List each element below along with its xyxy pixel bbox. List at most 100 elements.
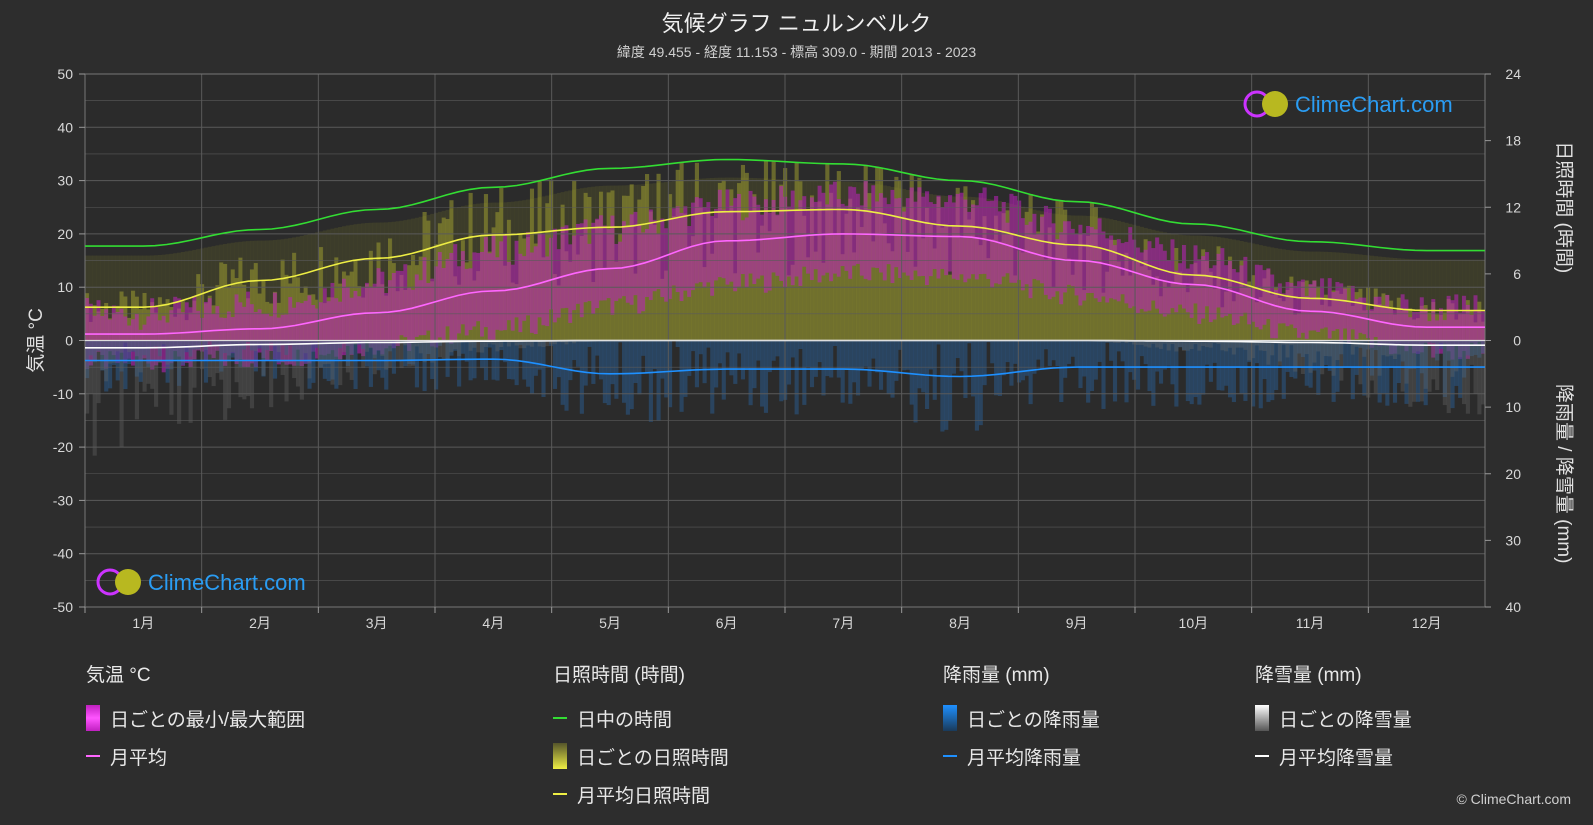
rain-bar xyxy=(1247,340,1252,363)
temp-range-bar xyxy=(944,202,949,276)
snow-bar xyxy=(1477,340,1482,415)
temp-range-bar xyxy=(226,311,232,356)
temp-range-bar xyxy=(848,186,853,279)
rain-bar xyxy=(994,340,999,396)
rain-bar xyxy=(108,340,113,389)
snow-bar xyxy=(1369,340,1375,381)
daylight-swatch xyxy=(553,717,567,719)
rain-bar xyxy=(368,340,373,387)
left-tick-label: 50 xyxy=(57,66,73,82)
rain-bar xyxy=(629,340,634,410)
snow-bar xyxy=(1458,340,1463,358)
rain-bar xyxy=(1404,340,1409,404)
temp-range-bar xyxy=(560,226,565,309)
rain-bar xyxy=(1450,340,1455,409)
snow-bar xyxy=(326,340,331,364)
snow-bar xyxy=(1362,340,1367,357)
snow-bar xyxy=(238,340,243,398)
rain-bar xyxy=(575,340,581,367)
sunshine-bar xyxy=(951,226,956,341)
temp-range-bar xyxy=(1212,265,1217,320)
sunshine-bar xyxy=(840,254,845,341)
sunshine-bar xyxy=(1243,286,1248,341)
temp-range-bar xyxy=(1089,227,1095,293)
daylight-bar xyxy=(357,223,362,341)
temp-range-bar xyxy=(1082,233,1087,301)
rain-bar xyxy=(1458,340,1463,398)
rain-bar xyxy=(913,340,918,423)
snow-bar xyxy=(284,340,289,402)
snow-bar xyxy=(1193,340,1198,345)
rain-bar xyxy=(288,340,293,346)
sunshine-bar xyxy=(790,264,795,341)
temp-range-bar xyxy=(483,237,489,328)
snow-bar xyxy=(334,340,339,360)
snow-bar xyxy=(418,340,423,354)
rain-bar xyxy=(1101,340,1106,409)
temp-range-bar xyxy=(1458,312,1463,360)
snow-bar xyxy=(146,340,151,384)
temp-range-bar xyxy=(1331,292,1336,331)
rain-bar xyxy=(859,340,864,371)
temp-range-bar xyxy=(1074,233,1079,296)
sunshine-bar xyxy=(157,297,163,341)
daylight-bar xyxy=(150,255,155,341)
sunshine-bar xyxy=(886,243,891,341)
temp-range-bar xyxy=(1293,285,1298,329)
snow-bar xyxy=(272,340,278,347)
temp-range-bar xyxy=(169,310,174,364)
temp-range-bar xyxy=(253,312,258,368)
rain-bar xyxy=(299,340,304,360)
rain-bar xyxy=(468,340,473,381)
temp-range-bar xyxy=(767,212,772,291)
sunshine-bar xyxy=(602,267,607,341)
rain-bar xyxy=(537,340,542,370)
rain-bar xyxy=(280,340,285,346)
temp-range-bar xyxy=(1412,311,1417,354)
rain-bar xyxy=(664,340,669,398)
snow-bar xyxy=(169,340,174,415)
snow-bar xyxy=(1339,340,1344,381)
temp-range-bar xyxy=(441,268,446,342)
rain-bar xyxy=(1120,340,1125,362)
daylight-bar xyxy=(1369,255,1375,341)
temp-range-bar xyxy=(905,198,910,276)
rain-bar xyxy=(1135,340,1141,390)
temp-range-bar xyxy=(376,268,381,351)
sunshine-bar xyxy=(1224,291,1229,341)
temp-range-bar xyxy=(430,278,435,347)
legend-sunshine-avg: 月平均日照時間 xyxy=(553,775,729,813)
rain-bar xyxy=(572,340,577,361)
temp-range-bar xyxy=(1308,284,1313,331)
temp-range-bar xyxy=(951,202,956,279)
temp-range-bar xyxy=(1369,309,1375,348)
rain-bar xyxy=(591,340,596,384)
rain-bar xyxy=(1047,340,1052,366)
rain-bar xyxy=(1377,340,1382,403)
rain-bar xyxy=(1093,340,1098,380)
temp-range-bar xyxy=(621,221,627,297)
temp-range-bar xyxy=(1116,239,1121,302)
rain-bar xyxy=(1158,340,1164,384)
snow-bar xyxy=(376,340,381,351)
snow-bar xyxy=(411,340,416,367)
rain-bar xyxy=(1258,340,1263,409)
rain-bar xyxy=(737,340,742,354)
rain-bar xyxy=(246,340,251,343)
sunshine-bar xyxy=(1170,281,1175,341)
legend-temp: 気温 °C 日ごとの最小/最大範囲 月平均 xyxy=(86,660,305,775)
snow-bar xyxy=(506,340,512,347)
temp-range-bar xyxy=(928,202,933,277)
temp-range-bar xyxy=(522,256,527,321)
temp-range-bar xyxy=(552,228,558,323)
temp-range-bar xyxy=(1389,308,1394,355)
snow-bar xyxy=(85,340,90,414)
temp-range-bar xyxy=(537,233,542,318)
snow-bar xyxy=(1346,340,1352,343)
rain-bar xyxy=(852,340,857,383)
snow-bar xyxy=(1139,340,1144,345)
temp-range-bar xyxy=(733,198,738,292)
snow-bar xyxy=(1335,340,1340,361)
rain-bar xyxy=(1427,340,1432,343)
sunshine-bar xyxy=(142,292,147,341)
